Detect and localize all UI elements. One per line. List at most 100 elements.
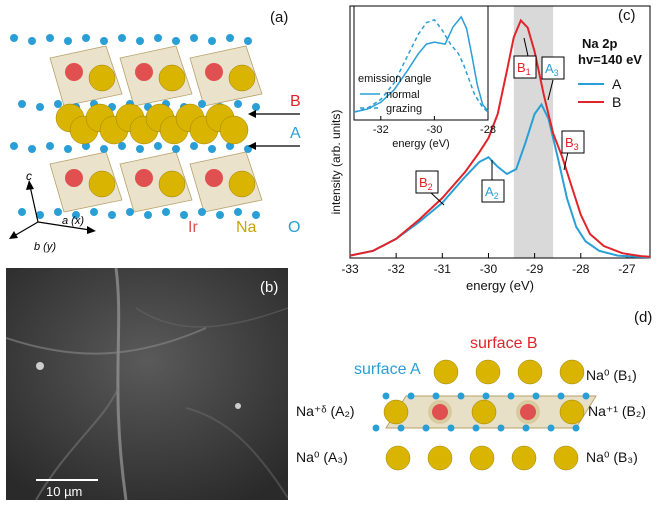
surface-b-label: surface B	[470, 335, 538, 352]
o-atom	[497, 424, 505, 432]
arrow-a-label: A	[290, 125, 301, 142]
x-tick-label: -29	[526, 262, 544, 276]
o-atom	[532, 392, 540, 400]
ir-atom	[432, 404, 448, 420]
o-atom	[244, 37, 252, 45]
axis-b-line	[13, 221, 39, 237]
svg-text:A3: A3	[545, 61, 559, 78]
o-atom	[28, 37, 36, 45]
o-atom	[382, 392, 390, 400]
inset-x-axis-label: energy (eV)	[392, 138, 449, 150]
peak-label-b3: B3	[561, 130, 585, 171]
svg-text:B2: B2	[419, 175, 433, 192]
o-atom	[118, 34, 126, 42]
o-atom	[180, 211, 188, 219]
ir-atom	[205, 169, 223, 187]
na-atom-bottom	[385, 445, 411, 471]
inset-legend-grazing-label: grazing	[386, 103, 422, 115]
na-atom	[88, 170, 116, 198]
axis-b-label: b (y)	[34, 241, 56, 253]
o-atom	[372, 424, 380, 432]
legend-a-label: A	[612, 76, 622, 92]
shaded-energy-band	[513, 6, 554, 258]
o-atom	[472, 424, 480, 432]
y-axis-label: intensity (arb. units)	[329, 110, 343, 215]
o-atom	[422, 424, 430, 432]
ir-atom	[65, 169, 83, 187]
chart-title-line2: hv=140 eV	[578, 52, 642, 67]
na-atom-bottom	[511, 445, 537, 471]
o-atom	[407, 392, 415, 400]
o-atom	[144, 211, 152, 219]
o-atom	[216, 211, 224, 219]
x-tick-label: -30	[480, 262, 498, 276]
surface-schematic-panel: (d) surface B surface A Na⁰ (B₁) Na⁺ᵟ (A…	[290, 300, 660, 504]
o-atom	[100, 145, 108, 153]
x-tick-label: -28	[572, 262, 590, 276]
o-atom	[572, 424, 580, 432]
na-atom-top	[433, 359, 459, 385]
o-atom	[226, 34, 234, 42]
o-atom	[10, 34, 18, 42]
na-atom-bottom	[427, 445, 453, 471]
na-atom-mid	[383, 399, 409, 425]
panel-d-label: (d)	[634, 309, 652, 326]
panel-c-label: (c)	[618, 7, 636, 24]
o-atom	[172, 145, 180, 153]
o-atom	[198, 100, 206, 108]
o-atom	[28, 145, 36, 153]
o-atom	[154, 142, 162, 150]
o-atom	[190, 34, 198, 42]
arrow-a-head	[248, 142, 256, 150]
inset-x-tick-label: -30	[426, 124, 442, 136]
ir-atom	[205, 63, 223, 81]
na-atom	[158, 64, 186, 92]
o-atom	[100, 37, 108, 45]
x-tick-label: -32	[387, 262, 405, 276]
o-atom	[252, 103, 260, 111]
inset-legend-title: emission angle	[358, 73, 431, 85]
na-atom-mid	[471, 399, 497, 425]
o-atom	[582, 392, 590, 400]
axis-c-label: c	[26, 169, 32, 183]
o-atom	[82, 34, 90, 42]
ir-atom	[65, 63, 83, 81]
svg-text:A2: A2	[485, 184, 499, 201]
o-atom	[10, 142, 18, 150]
legend-na: Na	[236, 219, 257, 236]
series-line-a	[349, 102, 651, 259]
na-atom	[158, 170, 186, 198]
atoms	[10, 34, 260, 219]
o-atom	[54, 208, 62, 216]
arrow-b-head	[248, 110, 256, 118]
plot-frame	[349, 5, 651, 259]
row3-left-label: Na⁰ (A₃)	[296, 449, 348, 465]
na-atom	[219, 115, 249, 145]
svg-text:B3: B3	[565, 135, 579, 152]
na-atom-bottom	[553, 445, 579, 471]
o-atom	[136, 145, 144, 153]
o-atom	[118, 142, 126, 150]
inset-x-tick-label: -28	[480, 124, 496, 136]
svg-text:B1: B1	[517, 60, 531, 77]
chart-axes: -33 -32 -31 -30 -29 -28 -27 energy (eV) intensit…	[329, 5, 651, 293]
spectra-chart-panel: -33 -32 -31 -30 -29 -28 -27 energy (eV) intensit…	[320, 0, 660, 300]
inset-chart: -32 -30 -28 energy (eV) emission angle normal…	[353, 5, 496, 150]
o-atom	[64, 37, 72, 45]
axis-a-head	[87, 226, 96, 234]
x-axis-label: energy (eV)	[466, 278, 534, 293]
arrow-b-label: B	[290, 93, 301, 110]
o-atom	[457, 392, 465, 400]
o-atom	[198, 208, 206, 216]
o-atom	[136, 37, 144, 45]
crystal-structure-svg: B A (a) c a (x) b (y) Ir Na O	[9, 9, 301, 253]
ir-atom	[520, 404, 536, 420]
o-atom	[432, 392, 440, 400]
x-tick-label: -31	[434, 262, 452, 276]
inset-legend-normal-label: normal	[386, 89, 420, 101]
o-atom	[208, 37, 216, 45]
inset-series-normal	[353, 15, 489, 113]
o-atom	[64, 145, 72, 153]
chart-series	[349, 18, 651, 259]
surface-a-label: surface A	[354, 361, 421, 378]
